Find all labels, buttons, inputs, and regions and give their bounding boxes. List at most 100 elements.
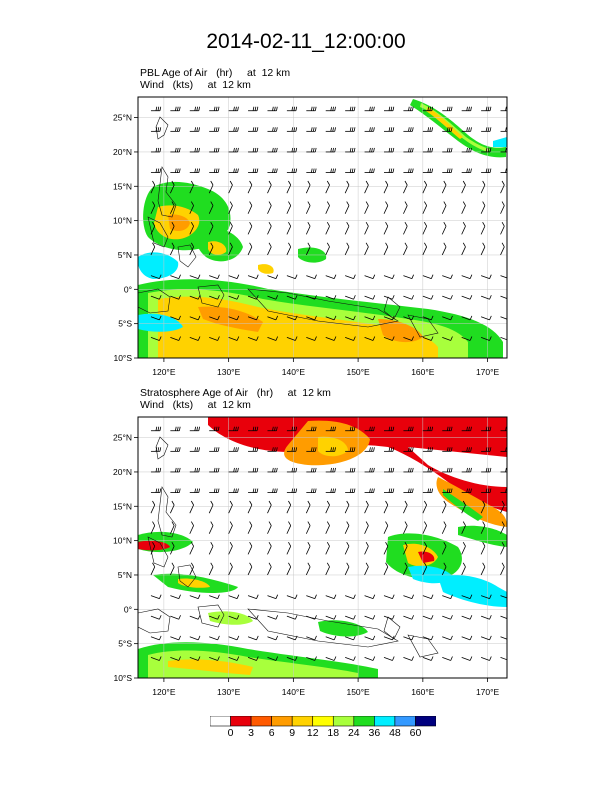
wind-barb (228, 106, 239, 112)
wind-barb (170, 447, 181, 452)
wind-barb (461, 180, 466, 194)
wind-barb (209, 615, 220, 620)
wind-barb (247, 295, 259, 300)
wind-barb (383, 274, 395, 280)
coastline (383, 616, 401, 640)
wind-barb (500, 242, 505, 256)
panel-bottom-label-line1: Stratosphere Age of Air (hr) at 12 km (140, 387, 331, 399)
lat-tick-label: 5°N (118, 570, 132, 580)
wind-barb (228, 615, 240, 620)
wind-barb (150, 594, 162, 600)
wind-barb (422, 615, 434, 620)
wind-barb (403, 635, 414, 641)
wind-barb (442, 147, 453, 153)
wind-barb (422, 467, 434, 473)
wind-barb (500, 147, 507, 153)
wind-barb (364, 201, 369, 214)
wind-barb (500, 636, 507, 640)
wind-barb (286, 336, 298, 341)
wind-barb (345, 295, 356, 300)
wind-barb (267, 521, 272, 534)
wind-barb (325, 106, 336, 112)
wind-barb (383, 222, 389, 235)
wind-barb (500, 542, 505, 555)
wind-barb (325, 168, 336, 173)
lon-tick-label: 170°E (476, 367, 500, 377)
wind-barb (150, 656, 162, 661)
wind-barb (422, 222, 428, 235)
wind-barb (480, 500, 486, 514)
wind-barb (267, 127, 278, 132)
wind-barb (189, 426, 200, 432)
coastline (177, 564, 197, 588)
wind-barb (422, 315, 434, 321)
wind-barb (345, 315, 356, 321)
colorbar-swatch (394, 715, 416, 727)
wind-barb (267, 106, 278, 112)
wind-barb (209, 106, 220, 112)
coastline (247, 608, 399, 648)
wind-barb (209, 467, 220, 473)
coastline (155, 436, 169, 460)
wind-barb (150, 488, 162, 493)
wind-barb (384, 127, 395, 132)
wind-barb (267, 447, 278, 452)
wind-barb (403, 521, 408, 534)
wind-barb (403, 542, 408, 555)
wind-barb (267, 542, 272, 555)
lon-tick-label: 140°E (282, 687, 306, 697)
wind-barb (150, 467, 162, 473)
wind-barb (481, 488, 492, 493)
wind-barb (228, 315, 240, 321)
wind-barb (403, 168, 414, 173)
wind-barb (189, 201, 194, 214)
wind-barb (422, 562, 428, 576)
colorbar-swatch (415, 715, 437, 727)
wind-barb (364, 542, 369, 555)
lat-tick-label: 5°S (118, 319, 132, 329)
wind-barb (344, 542, 350, 555)
lon-tick-label: 160°E (411, 687, 435, 697)
lon-tick-label: 130°E (217, 687, 241, 697)
wind-barb (442, 336, 453, 341)
wind-barb (364, 315, 376, 321)
wind-barb (208, 562, 214, 576)
wind-barb (247, 274, 259, 280)
wind-barb (403, 594, 414, 600)
wind-barb (442, 295, 453, 300)
wind-barb (189, 521, 194, 534)
wind-barb (442, 594, 453, 600)
wind-barb (441, 542, 447, 555)
wind-barb (403, 127, 414, 132)
wind-barb (247, 242, 253, 256)
wind-barb (247, 521, 253, 534)
wind-barb (422, 147, 434, 153)
wind-barb (441, 562, 447, 576)
lat-tick-label: 20°N (113, 467, 132, 477)
wind-barb (228, 542, 233, 555)
wind-barb (267, 500, 272, 514)
wind-barb (306, 656, 317, 661)
wind-barb (189, 447, 200, 452)
wind-barb (247, 542, 253, 555)
wind-barb (403, 500, 408, 514)
wind-barb (208, 222, 214, 235)
wind-barb (364, 127, 375, 132)
wind-barb (209, 127, 220, 132)
wind-barb (364, 147, 375, 153)
wind-barb (209, 488, 220, 493)
wind-barb (383, 542, 389, 555)
wind-barb (150, 201, 156, 214)
lat-tick-label: 5°N (118, 250, 132, 260)
wind-barb (150, 127, 162, 132)
wind-barb (170, 635, 181, 641)
wind-barb (422, 594, 434, 600)
wind-barb (480, 242, 486, 256)
wind-barb (403, 467, 414, 473)
wind-barb (228, 594, 240, 600)
wind-barb (189, 562, 194, 576)
wind-barb (461, 447, 472, 452)
wind-barb (306, 106, 317, 112)
colorbar-swatch (250, 715, 272, 727)
wind-barb (364, 521, 369, 534)
